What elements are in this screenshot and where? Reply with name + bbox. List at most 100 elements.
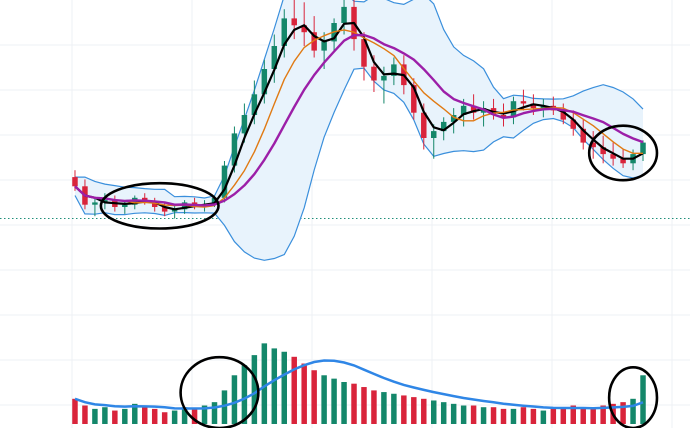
- annotation-ellipse: [607, 365, 659, 428]
- volume-bar: [351, 383, 357, 424]
- volume-bar: [331, 378, 337, 424]
- candle-body: [161, 207, 168, 212]
- annotations: [99, 124, 659, 428]
- volume-bar: [191, 408, 198, 424]
- annotation-ellipse: [179, 355, 260, 428]
- volume-bar: [161, 412, 168, 424]
- volume-bar: [480, 407, 487, 424]
- candle-body: [431, 131, 437, 138]
- volume-bar: [241, 365, 248, 424]
- volume-bars: [72, 343, 646, 424]
- volume-bar: [92, 408, 98, 424]
- candle-body: [610, 154, 616, 159]
- moving-averages: [74, 21, 644, 211]
- volume-bar: [371, 390, 377, 424]
- candle-body: [271, 46, 278, 69]
- volume-bar: [211, 402, 218, 424]
- volume-bar: [421, 398, 427, 424]
- candle-body: [122, 204, 128, 207]
- candle-body: [291, 18, 297, 26]
- candle-body: [241, 115, 248, 134]
- candle-body: [221, 165, 228, 198]
- volume-bar: [620, 402, 626, 424]
- candle-body: [181, 202, 188, 210]
- candle-body: [411, 85, 417, 113]
- volume-bar: [540, 410, 547, 424]
- volume-bar: [560, 407, 567, 424]
- ma-line-3: [74, 21, 644, 211]
- volume-bar: [640, 375, 646, 424]
- candle-body: [540, 105, 547, 109]
- candle-body: [421, 112, 427, 138]
- bollinger-upper: [75, 0, 644, 199]
- bollinger-bands: [74, 0, 644, 261]
- volume-bar: [231, 375, 238, 424]
- candle-body: [92, 202, 98, 205]
- volume-bar: [271, 348, 278, 424]
- volume-bar: [311, 370, 317, 424]
- volume-bar: [142, 407, 148, 424]
- candle-body: [301, 25, 307, 33]
- candle-body: [500, 115, 507, 118]
- volume-bar: [440, 402, 447, 424]
- volume-bar: [431, 400, 437, 424]
- candle-body: [361, 39, 367, 67]
- candle-body: [341, 6, 347, 24]
- volume-bar: [221, 390, 228, 424]
- volume-bar: [181, 407, 188, 424]
- volume-bar: [261, 343, 268, 424]
- volume-bar: [361, 387, 367, 424]
- volume-bar: [72, 398, 78, 424]
- volume-ma-line: [74, 359, 644, 410]
- candle-body: [281, 18, 287, 46]
- candle-body: [211, 197, 218, 205]
- volume-bar: [510, 408, 517, 424]
- candle-body: [580, 128, 586, 143]
- volume-bar: [450, 403, 457, 424]
- volume-bar: [520, 407, 527, 424]
- volume-bar: [381, 392, 387, 424]
- volume-bar: [570, 405, 576, 424]
- volume-bar: [102, 407, 108, 424]
- volume-bar: [171, 410, 178, 424]
- candle-body: [381, 75, 387, 81]
- candle-body: [470, 105, 477, 113]
- candle-body: [640, 142, 646, 155]
- volume-bar: [82, 405, 88, 424]
- candle-body: [440, 121, 447, 132]
- volume-bar: [201, 405, 208, 424]
- volume-bar: [401, 395, 407, 424]
- annotation-ellipse: [99, 181, 220, 230]
- volume-bar: [470, 405, 477, 424]
- candle-body: [72, 177, 78, 187]
- candle-body: [251, 94, 258, 115]
- candle-body: [231, 133, 238, 166]
- volume-bar: [460, 405, 467, 424]
- candle-body: [530, 103, 537, 109]
- candle-body: [151, 202, 158, 207]
- candle-body: [311, 32, 317, 51]
- candle-body: [570, 119, 576, 129]
- candle-body: [450, 115, 457, 122]
- volume-bar: [490, 407, 497, 424]
- candle-body: [371, 66, 377, 81]
- volume-bar: [341, 382, 347, 424]
- annotation-ellipse: [587, 124, 659, 182]
- candle-body: [510, 101, 517, 118]
- candle-body: [171, 209, 178, 212]
- volume-bar: [411, 397, 417, 424]
- volume-bar: [530, 408, 537, 424]
- volume-bar: [500, 408, 507, 424]
- candle-body: [620, 158, 626, 164]
- volume-bar: [580, 407, 586, 424]
- volume-bar: [151, 408, 158, 424]
- volume-bar: [122, 408, 128, 424]
- volume-bar: [600, 405, 606, 424]
- volume-bar: [132, 403, 138, 424]
- volume-bar: [251, 355, 258, 424]
- candle-body: [560, 110, 567, 120]
- ma-line-10: [74, 33, 644, 207]
- bollinger-fill: [75, 0, 643, 261]
- candle-body: [600, 147, 606, 155]
